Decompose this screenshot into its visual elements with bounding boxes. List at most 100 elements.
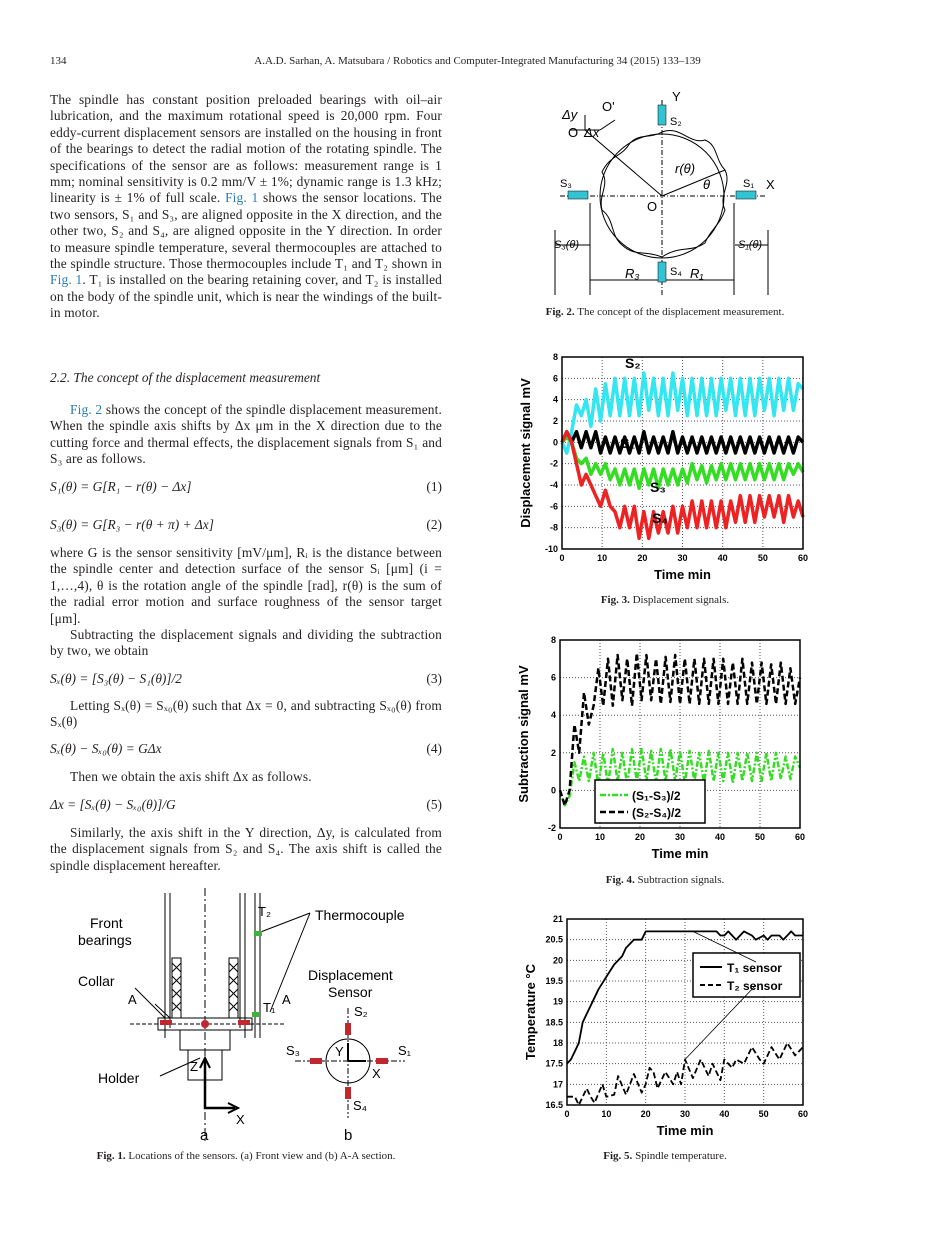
equation-text: S₁(θ) = G[R₁ − r(θ) − Δx]: [50, 479, 192, 494]
sensor-s2: [345, 1023, 351, 1035]
x-tick-label: 40: [715, 832, 725, 842]
label-o: O: [568, 125, 578, 140]
equation-number: (5): [426, 797, 442, 812]
label-r-theta: r(θ): [675, 161, 695, 176]
sensor-left: [160, 1020, 172, 1025]
series-line-1: [560, 429, 805, 455]
text: . T₁ is installed on the bearing retaini…: [50, 272, 443, 321]
x-tick-label: 50: [755, 832, 765, 842]
x-tick-label: 30: [677, 553, 687, 563]
series-label: S₂: [625, 355, 641, 371]
label-front: Front: [90, 915, 123, 931]
label-s4: S₄: [353, 1098, 367, 1113]
y-tick-label: 20.5: [545, 935, 563, 945]
fig1-link[interactable]: Fig. 1: [225, 190, 259, 206]
paragraph-similarly: Similarly, the axis shift in the Y direc…: [50, 825, 442, 873]
fig2-diagram: Δy O' O Δx Y S₂ r(θ) θ S₁ X S₃ O S₃(θ) S…: [554, 89, 775, 295]
y-tick-label: 17: [553, 1079, 563, 1089]
label-o-prime: O': [602, 99, 615, 114]
label-x-section: X: [372, 1066, 381, 1081]
label-t2: T₂: [258, 904, 271, 919]
y-tick-label: 18.5: [545, 1017, 563, 1027]
series-line-1: [558, 651, 802, 807]
caption-text: The concept of the displacement measurem…: [574, 306, 785, 318]
plot-frame: [566, 918, 804, 1106]
label-r1: R₁: [690, 266, 704, 281]
sensor-s4: [345, 1087, 351, 1099]
thermocouple-t2: [254, 931, 262, 936]
sensor-s3: [310, 1058, 322, 1064]
label-t1: T₁: [263, 1000, 276, 1015]
series-line-0: [558, 747, 802, 807]
equation-number: (4): [426, 741, 442, 756]
equation-text: Δx = [Sₓ(θ) − Sₓ₀(θ)]/G: [50, 797, 176, 812]
y-tick-label: 4: [551, 710, 556, 720]
caption-label: Fig. 5.: [603, 1150, 633, 1162]
y-tick-label: 0: [551, 785, 556, 795]
section-heading: 2.2. The concept of the displacement mea…: [50, 370, 321, 385]
y-tick-label: 0: [553, 437, 558, 447]
fig2-caption: Fig. 2. The concept of the displacement …: [505, 306, 825, 318]
running-title: A.A.D. Sarhan, A. Matsubara / Robotics a…: [254, 55, 701, 67]
label-a-right: A: [282, 992, 291, 1007]
y-tick-label: 16.5: [545, 1100, 563, 1110]
legend-label: T₁ sensor: [727, 961, 782, 975]
label-s3-theta: S₃(θ): [554, 239, 579, 251]
fig2-link[interactable]: Fig. 2: [70, 402, 103, 417]
y-axis-label: Displacement signal mV: [518, 378, 533, 528]
y-tick-label: 19.5: [545, 976, 563, 986]
equation-number: (1): [426, 479, 442, 494]
y-tick-label: -8: [550, 523, 558, 533]
y-tick-label: 2: [551, 748, 556, 758]
label-s1: S₁: [398, 1043, 412, 1058]
caption-label: Fig. 4.: [605, 874, 635, 886]
x-axis-label: Time min: [654, 567, 711, 582]
label-o-center: O: [647, 199, 657, 214]
plot-frame: [561, 356, 804, 550]
y-tick-label: 20: [553, 955, 563, 965]
fig3-caption: Fig. 3. Displacement signals.: [505, 594, 825, 606]
series-line-3: [560, 429, 805, 541]
series-label: S₄: [652, 510, 668, 526]
y-tick-label: 18: [553, 1038, 563, 1048]
label-dy: Δy: [561, 107, 579, 122]
aa-section: [295, 1008, 405, 1118]
paragraph-sensors: The spindle has constant position preloa…: [50, 92, 442, 322]
y-tick-label: 4: [553, 395, 558, 405]
x-axis-label: Time min: [652, 846, 709, 861]
label-collar: Collar: [78, 973, 115, 989]
label-s1: S₁: [743, 178, 754, 190]
label-theta: θ: [703, 177, 710, 192]
fig1-link[interactable]: Fig. 1: [50, 272, 83, 288]
legend-box: [692, 952, 801, 998]
y-tick-label: 17.5: [545, 1059, 563, 1069]
text: The spindle has constant position preloa…: [50, 92, 442, 206]
legend-box: [594, 779, 706, 824]
series-line-0: [566, 930, 803, 1065]
label-dx: Δx: [583, 125, 600, 140]
x-tick-label: 30: [680, 1109, 690, 1119]
fig3-chart: 0 10 20 30 40 50 60 -10 -8 -6 -4 -2 0 2 4 6 8 Time min Dis…: [518, 352, 808, 582]
label-s3: S₃: [286, 1043, 300, 1058]
x-tick-label: 0: [564, 1109, 569, 1119]
x-tick-label: 40: [718, 553, 728, 563]
sensor-s2: [657, 104, 667, 126]
fig5-chart: 0 10 20 30 40 50 60 16.5 17 17.5 18 18.5 19 19.5 20 20.…: [523, 914, 808, 1138]
caption-text: Locations of the sensors. (a) Front view…: [125, 1150, 396, 1162]
label-y: Y: [335, 1044, 344, 1059]
y-tick-label: 2: [553, 416, 558, 426]
equation-number: (3): [426, 671, 442, 686]
y-tick-label: 19: [553, 997, 563, 1007]
label-r3: R₃: [625, 266, 640, 281]
sensor-s4: [657, 261, 667, 283]
annotation-arrows: [684, 931, 757, 1060]
paragraph-concept: Fig. 2 shows the concept of the spindle …: [50, 402, 442, 468]
sensor-s3: [567, 190, 589, 200]
equation-number: (2): [426, 517, 442, 532]
y-tick-label: 8: [551, 635, 556, 645]
y-tick-label: -2: [550, 459, 558, 469]
x-tick-label: 0: [557, 832, 562, 842]
equation-text: Sₓ(θ) − Sₓ₀(θ) = GΔx: [50, 741, 162, 756]
series-line-0: [560, 371, 805, 455]
equation-4: Sₓ(θ) − Sₓ₀(θ) = GΔx (4): [50, 741, 442, 757]
